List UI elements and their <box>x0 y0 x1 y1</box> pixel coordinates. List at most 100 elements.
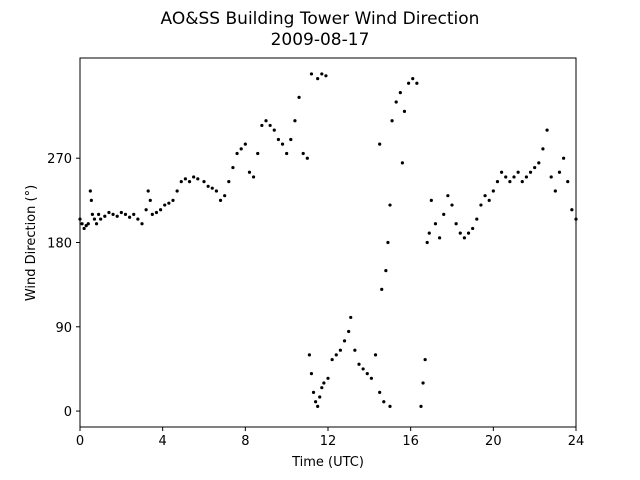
data-point <box>305 156 309 160</box>
data-point <box>466 231 471 235</box>
data-point <box>433 222 438 226</box>
data-point <box>318 395 322 399</box>
data-point <box>322 381 326 385</box>
data-point <box>247 170 252 174</box>
data-point <box>214 189 218 193</box>
data-point <box>252 175 256 179</box>
data-point <box>175 189 179 193</box>
data-point <box>386 240 390 245</box>
data-point <box>446 194 450 198</box>
data-point <box>206 184 210 188</box>
data-point <box>187 180 192 184</box>
data-point <box>264 119 268 123</box>
data-point <box>438 236 442 240</box>
data-point <box>223 194 227 198</box>
data-point <box>179 180 183 184</box>
data-point <box>239 147 243 151</box>
data-point <box>504 175 508 179</box>
x-tick-label: 4 <box>159 434 167 449</box>
y-tick-label: 90 <box>55 321 72 336</box>
data-point <box>533 165 537 170</box>
data-point <box>334 353 338 357</box>
data-point <box>231 165 235 170</box>
data-point <box>320 386 324 390</box>
data-point <box>88 189 92 193</box>
data-point <box>163 203 167 207</box>
data-point <box>442 212 446 217</box>
x-tick-label: 8 <box>241 434 249 449</box>
data-point <box>307 353 311 357</box>
data-point <box>537 161 541 165</box>
data-point <box>99 217 103 221</box>
data-point <box>97 212 101 217</box>
data-point <box>316 77 320 81</box>
data-point <box>541 147 545 151</box>
data-point <box>146 189 150 193</box>
data-point <box>128 215 132 219</box>
data-point <box>520 180 524 184</box>
data-point <box>570 208 574 212</box>
data-point <box>289 137 293 142</box>
data-point <box>84 224 88 228</box>
data-point <box>210 186 214 190</box>
data-point <box>132 212 136 217</box>
data-point <box>402 109 407 113</box>
data-point <box>89 198 93 202</box>
data-point <box>562 156 566 160</box>
data-point <box>411 77 415 81</box>
data-point <box>462 236 466 240</box>
data-point <box>553 189 557 193</box>
data-point <box>103 214 107 218</box>
data-point <box>427 231 431 235</box>
data-point <box>326 376 330 380</box>
data-point <box>218 198 223 202</box>
data-point <box>123 212 128 217</box>
data-point <box>450 203 454 207</box>
data-point <box>280 142 285 146</box>
data-point <box>557 170 562 174</box>
chart-subtitle: 2009-08-17 <box>271 30 370 50</box>
data-point <box>454 222 458 226</box>
x-tick-label: 12 <box>320 434 337 449</box>
data-point <box>390 119 394 123</box>
data-point <box>196 177 200 181</box>
data-point <box>378 390 382 394</box>
data-point <box>154 210 159 215</box>
data-point <box>94 222 99 226</box>
data-point <box>167 201 171 205</box>
data-point <box>297 95 301 99</box>
data-point <box>301 151 305 156</box>
data-point <box>566 180 570 184</box>
data-point <box>423 357 427 362</box>
data-point <box>357 362 361 366</box>
data-point <box>285 151 289 156</box>
data-point <box>415 81 419 85</box>
data-point <box>508 180 512 184</box>
data-point <box>86 222 90 226</box>
data-point <box>388 404 392 408</box>
data-point <box>549 175 553 179</box>
data-point <box>338 348 342 352</box>
data-point <box>487 198 491 202</box>
data-point <box>369 376 373 380</box>
data-point <box>183 177 187 181</box>
data-point <box>148 198 152 202</box>
data-point <box>309 72 314 76</box>
data-point <box>227 180 231 184</box>
data-point <box>407 81 411 85</box>
data-point <box>268 123 272 128</box>
data-point <box>373 353 378 357</box>
x-tick-label: 0 <box>76 434 84 449</box>
x-tick-label: 20 <box>485 434 502 449</box>
data-point <box>516 170 520 174</box>
data-point <box>491 189 495 193</box>
data-point <box>80 222 84 226</box>
data-point <box>400 161 404 165</box>
data-point <box>349 315 353 320</box>
data-point <box>429 198 433 202</box>
data-point <box>512 175 516 179</box>
y-tick-label: 180 <box>47 237 72 252</box>
data-point <box>111 212 115 217</box>
data-point <box>136 217 140 221</box>
data-point <box>159 208 163 212</box>
